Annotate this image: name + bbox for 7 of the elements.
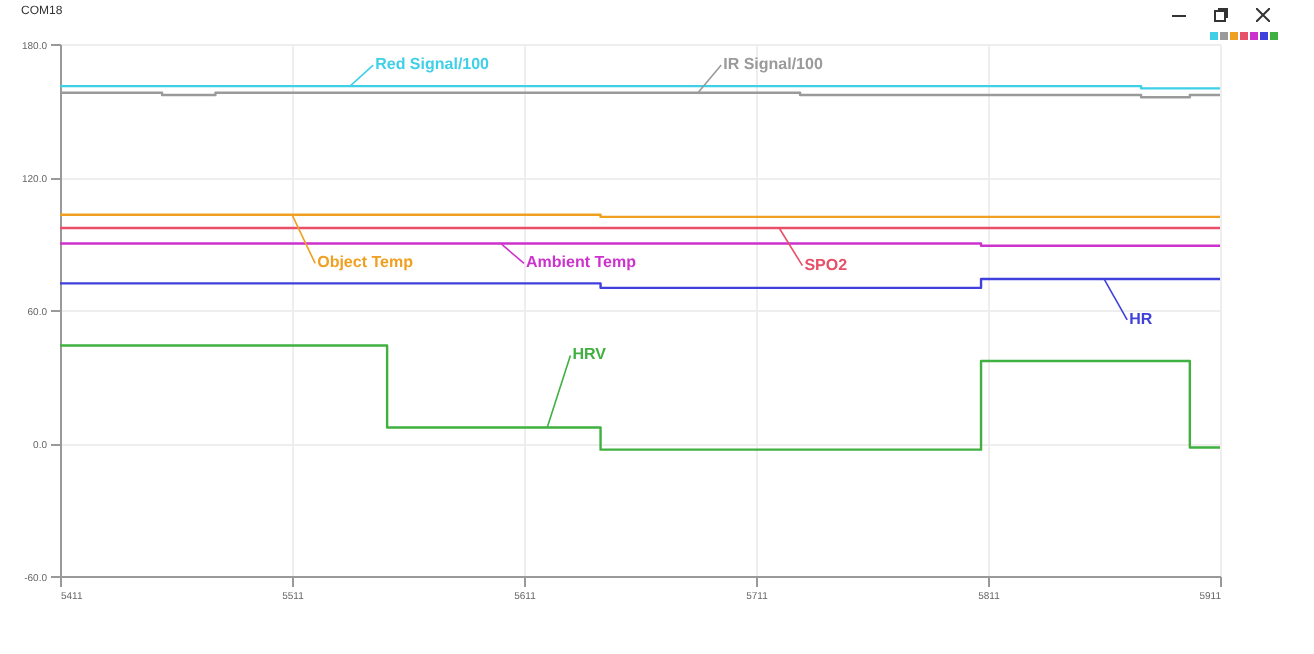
text: HRV [572,345,608,364]
series-label: HR [1129,309,1153,328]
legend-label: Ambient Temp [526,253,637,272]
text: Object Temp [317,253,414,272]
series-label: IR Signal/100 [723,55,824,74]
series-label: Red Signal/100 [375,55,491,74]
series-label: SPO2 [804,255,849,274]
